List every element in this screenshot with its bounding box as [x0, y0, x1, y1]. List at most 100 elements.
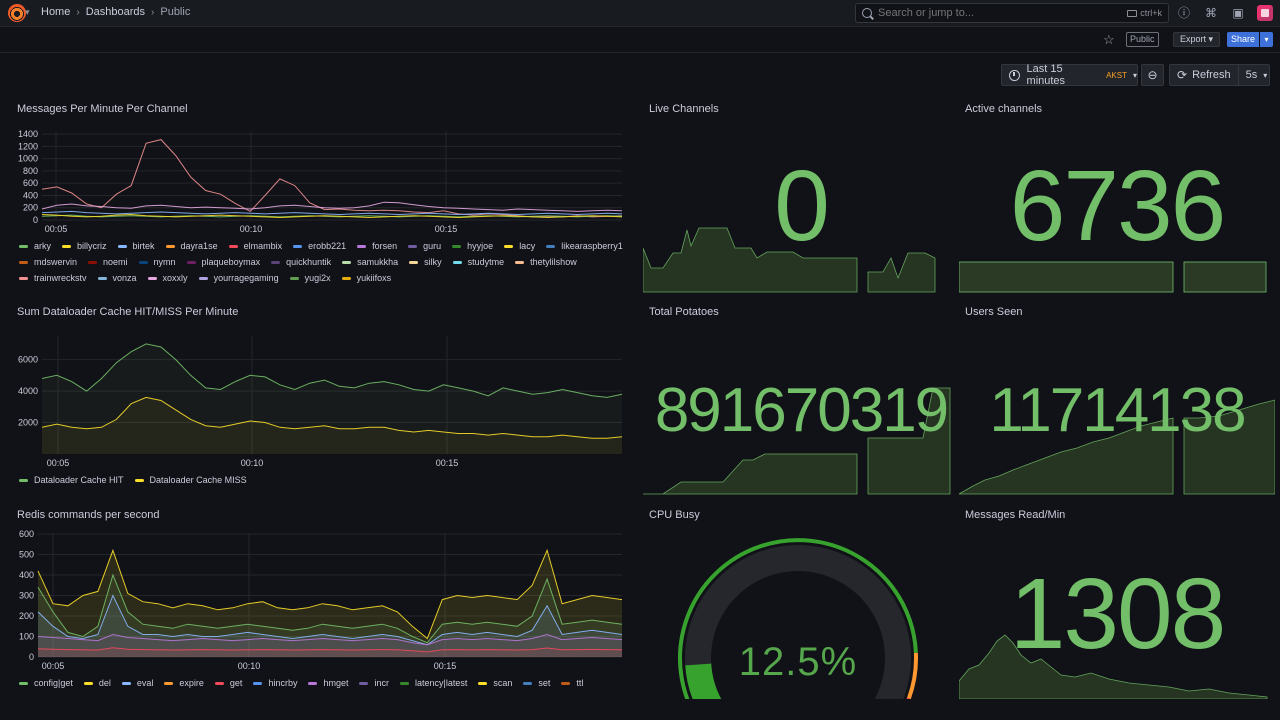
- panel-active-channels: Active channels 6736: [959, 93, 1275, 293]
- legend-item[interactable]: xoxxly: [147, 270, 188, 286]
- legend-item[interactable]: birtek: [117, 238, 155, 254]
- legend-item[interactable]: latency|latest: [399, 675, 467, 691]
- legend-swatch: [523, 681, 533, 685]
- legend-item[interactable]: thetylilshow: [515, 254, 577, 270]
- share-options-button[interactable]: ▾: [1260, 32, 1273, 47]
- legend-item[interactable]: plaqueboymax: [186, 254, 260, 270]
- legend-label: elmambix: [243, 241, 283, 251]
- legend-item[interactable]: eval: [121, 675, 153, 691]
- search-icon: [862, 8, 872, 18]
- legend-item[interactable]: yukiifoxs: [341, 270, 391, 286]
- legend-item[interactable]: quickhuntik: [271, 254, 331, 270]
- legend-item[interactable]: ttl: [561, 675, 583, 691]
- legend-label: thetylilshow: [530, 257, 577, 267]
- legend-swatch: [121, 681, 131, 685]
- refresh-button[interactable]: Refresh: [1192, 69, 1231, 81]
- total-potatoes-sparkline: [643, 387, 951, 495]
- legend-swatch: [546, 244, 556, 248]
- legend-label: scan: [493, 678, 513, 688]
- messages-read-sparkline: [959, 634, 1268, 699]
- legend-item[interactable]: del: [83, 675, 111, 691]
- share-button[interactable]: Share: [1227, 32, 1259, 47]
- y-tick-label: 0: [33, 215, 38, 225]
- sparkline-area: [643, 227, 858, 293]
- legend-item[interactable]: yourragegaming: [198, 270, 279, 286]
- legend-item[interactable]: mdswervin: [19, 254, 77, 270]
- legend-item[interactable]: expire: [164, 675, 204, 691]
- panel-title: Messages Per Minute Per Channel: [17, 103, 188, 115]
- legend-label: del: [98, 678, 111, 688]
- legend-item[interactable]: hincrby: [253, 675, 297, 691]
- legend-item[interactable]: arky: [19, 238, 51, 254]
- legend-item[interactable]: Dataloader Cache MISS: [134, 472, 247, 488]
- zoom-out-icon: ⊖: [1147, 68, 1158, 82]
- star-icon[interactable]: ☆: [1103, 32, 1115, 47]
- export-button[interactable]: Export ▾: [1173, 32, 1221, 47]
- legend-item[interactable]: hmget: [308, 675, 348, 691]
- stat-value: 891670319: [654, 376, 949, 445]
- refresh-picker[interactable]: ⟳ Refresh 5s ▾: [1169, 64, 1270, 86]
- chevron-right-icon: ›: [151, 6, 155, 18]
- chevron-down-icon: ▾: [1263, 70, 1268, 80]
- legend-item[interactable]: billycriz: [62, 238, 107, 254]
- legend-label: guru: [423, 241, 442, 251]
- avatar[interactable]: [1257, 5, 1273, 21]
- sparkline-area: [867, 387, 951, 495]
- panel-title: Total Potatoes: [649, 306, 719, 318]
- series-line: [37, 594, 623, 646]
- breadcrumb-home[interactable]: Home: [41, 6, 71, 18]
- legend-item[interactable]: vonza: [97, 270, 137, 286]
- legend-label: dayra1se: [180, 241, 218, 251]
- news-feed-icon[interactable]: ⌘: [1205, 6, 1217, 20]
- legend-item[interactable]: set: [523, 675, 550, 691]
- legend-item[interactable]: erobb221: [293, 238, 346, 254]
- help-icon[interactable]: ⓘ: [1177, 6, 1190, 20]
- legend-item[interactable]: studytme: [452, 254, 504, 270]
- legend-item[interactable]: forsen: [357, 238, 397, 254]
- legend-label: forsen: [372, 241, 398, 251]
- refresh-interval[interactable]: 5s: [1245, 69, 1258, 81]
- legend-item[interactable]: yugi2x: [289, 270, 331, 286]
- legend-item[interactable]: guru: [408, 238, 441, 254]
- time-range-picker[interactable]: Last 15 minutes AKST ▾: [1001, 63, 1138, 87]
- legend-item[interactable]: elmambix: [228, 238, 283, 254]
- legend-item[interactable]: samukkha: [342, 254, 398, 270]
- keyboard-icon: [1127, 9, 1138, 17]
- y-tick-label: 600: [23, 178, 38, 188]
- legend-item[interactable]: trainwreckstv: [19, 270, 87, 286]
- legend-item[interactable]: hyyjoe: [452, 238, 493, 254]
- legend-item[interactable]: likearaspberry1: [546, 238, 623, 254]
- zoom-out-button[interactable]: ⊖: [1141, 64, 1164, 86]
- legend-swatch: [478, 681, 488, 685]
- breadcrumb-dashboards[interactable]: Dashboards: [85, 6, 146, 18]
- chevron-down-icon[interactable]: ▾: [25, 7, 30, 17]
- grafana-logo-icon[interactable]: [8, 4, 26, 22]
- legend-item[interactable]: lacy: [504, 238, 535, 254]
- legend-item[interactable]: get: [214, 675, 242, 691]
- search-bar[interactable]: ctrl+k: [855, 3, 1169, 23]
- legend-label: Dataloader Cache MISS: [149, 475, 247, 485]
- legend-item[interactable]: silky: [409, 254, 442, 270]
- legend-item[interactable]: nymn: [138, 254, 176, 270]
- legend-item[interactable]: dayra1se: [165, 238, 218, 254]
- series-area: [38, 595, 622, 657]
- x-tick-label: 00:15: [436, 458, 459, 468]
- keyboard-shortcut: ctrl+k: [1127, 8, 1162, 18]
- legend-item[interactable]: Dataloader Cache HIT: [19, 472, 124, 488]
- series-line: [37, 548, 623, 640]
- legend-label: arky: [34, 241, 52, 251]
- legend-item[interactable]: scan: [478, 675, 512, 691]
- legend-item[interactable]: noemi: [88, 254, 128, 270]
- legend-item[interactable]: config|get: [19, 675, 73, 691]
- chevron-right-icon: ›: [76, 6, 80, 18]
- legend-swatch: [83, 681, 93, 685]
- legend-item[interactable]: incr: [359, 675, 389, 691]
- y-tick-label: 300: [19, 591, 34, 601]
- chevron-down-icon: ▾: [1264, 35, 1269, 44]
- legend-swatch: [452, 244, 462, 248]
- kiosk-mode-icon[interactable]: ▣: [1232, 6, 1244, 20]
- chevron-down-icon: ▾: [1208, 34, 1214, 44]
- y-tick-label: 600: [19, 529, 34, 539]
- search-input[interactable]: [878, 7, 1118, 19]
- legend: Dataloader Cache HIT Dataloader Cache MIS…: [19, 472, 634, 488]
